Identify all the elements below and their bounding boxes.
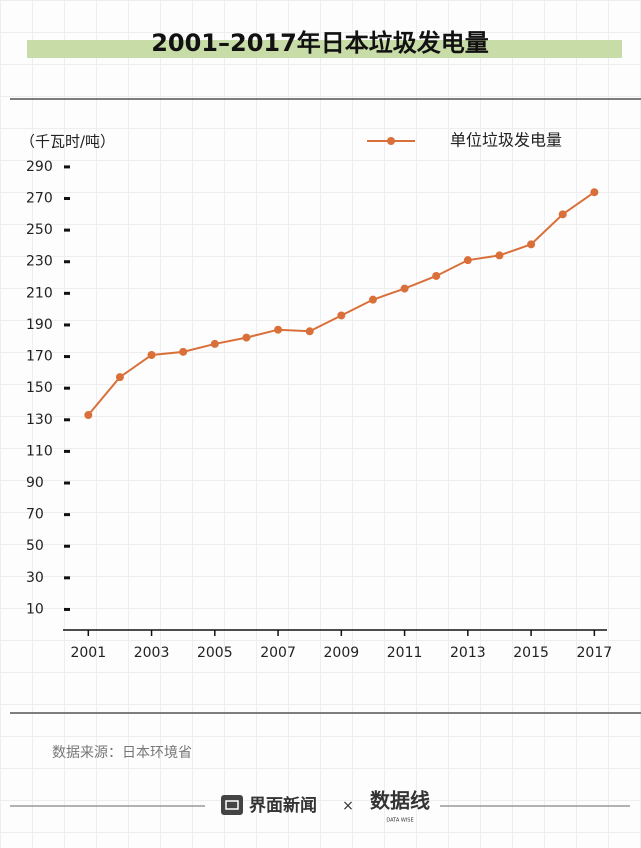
data-point [242, 333, 251, 342]
data-point [463, 256, 472, 265]
legend-label: 单位垃圾发电量 [450, 131, 562, 150]
y-tick-label: 10 [26, 601, 44, 617]
x-tick-label: 2001 [70, 645, 106, 661]
footer-separator: × [342, 798, 354, 814]
x-tick-label: 2015 [513, 645, 549, 661]
brand-icon-inner [225, 800, 239, 810]
data-point [179, 347, 188, 356]
series-line [87, 191, 595, 416]
data-point [558, 210, 567, 219]
y-tick-label: 270 [26, 191, 53, 207]
x-tick-label: 2011 [387, 645, 423, 661]
y-tick-label: 70 [26, 507, 44, 523]
y-tick-label: 250 [26, 222, 53, 238]
brand-icon [221, 795, 243, 815]
y-axis-label: （千瓦时/吨） [20, 133, 115, 151]
x-tick-label: 2009 [324, 645, 360, 661]
y-tick-label: 130 [26, 412, 53, 428]
data-point [84, 411, 93, 420]
y-tick-label: 210 [26, 285, 53, 301]
y-tick-label: 170 [26, 349, 53, 365]
data-point [305, 327, 314, 336]
data-point [495, 251, 504, 260]
x-tick-label: 2005 [197, 645, 233, 661]
data-point [147, 350, 156, 359]
y-tick-label: 190 [26, 317, 53, 333]
x-tick-label: 2003 [134, 645, 170, 661]
footer-brand: 界面新闻 [249, 795, 317, 816]
y-tick-label: 290 [26, 159, 53, 175]
data-point [432, 271, 441, 280]
footer-partner-sub: DATA WISE [386, 818, 413, 824]
data-point [210, 339, 219, 348]
y-tick-label: 110 [26, 443, 53, 459]
title-highlight [27, 40, 622, 58]
legend-swatch-dot [387, 137, 395, 145]
chart-title: 2001–2017年日本垃圾发电量 [151, 29, 489, 57]
y-tick-label: 230 [26, 254, 53, 270]
y-tick-label: 150 [26, 380, 53, 396]
data-point [115, 373, 124, 382]
data-point [274, 325, 283, 334]
data-point [527, 240, 536, 249]
y-tick-label: 50 [26, 538, 44, 554]
x-tick-label: 2013 [450, 645, 486, 661]
x-tick-label: 2017 [577, 645, 613, 661]
data-point [337, 311, 346, 320]
footer-partner: 数据线 [370, 789, 430, 813]
data-point [368, 295, 377, 304]
data-point [400, 284, 409, 293]
data-point [590, 188, 599, 197]
y-tick-label: 30 [26, 570, 44, 586]
source-note: 数据来源：日本环境省 [52, 745, 192, 761]
y-tick-label: 90 [26, 475, 44, 491]
x-tick-label: 2007 [260, 645, 296, 661]
